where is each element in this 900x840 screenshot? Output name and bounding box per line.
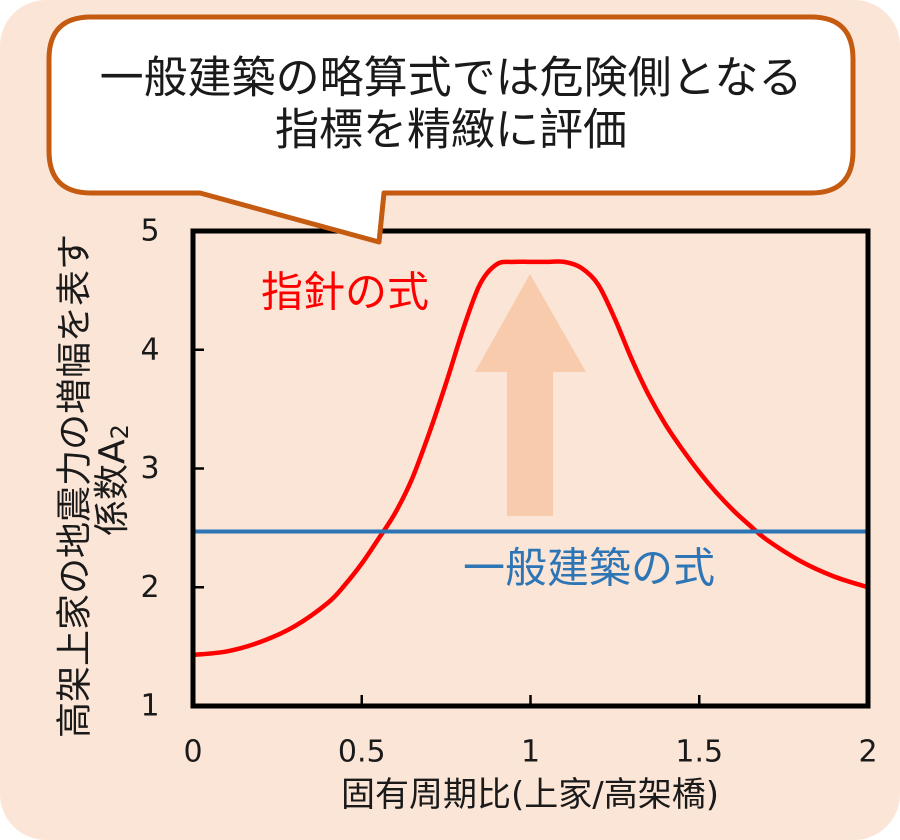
series-layer — [192, 259, 869, 658]
x-axis-title: 固有周期比(上家/高架橋) — [341, 775, 719, 815]
axis-ticks — [193, 348, 701, 706]
callout-line1: 一般建築の略算式では危険側となる — [100, 53, 803, 104]
callout-line2: 指標を精緻に評価 — [275, 105, 627, 156]
y-tick-label: 2 — [140, 570, 159, 605]
y-axis-title-line2: 係数A2 — [92, 424, 135, 536]
callout-shape — [46, 14, 856, 245]
x-tick-label: 1 — [521, 735, 540, 770]
series-line-1 — [192, 259, 869, 658]
y-tick-label: 3 — [140, 451, 159, 486]
x-axis-tick-labels: 0 0.5 1 1.5 2 — [183, 735, 877, 770]
x-tick-label: 0.5 — [338, 735, 386, 770]
series-label-guideline-formula: 指針の式 — [261, 268, 429, 317]
x-tick-label: 0 — [183, 735, 202, 770]
x-tick-label: 2 — [858, 735, 877, 770]
x-tick-label: 1.5 — [675, 735, 723, 770]
callout-bubble: 一般建築の略算式では危険側となる 指標を精緻に評価 — [46, 14, 856, 245]
y-axis-title-line1: 高架上家の地震力の増幅を表す — [55, 234, 96, 738]
y-tick-label: 1 — [140, 689, 159, 724]
up-arrow-icon — [475, 274, 586, 516]
y-axis-title: 高架上家の地震力の増幅を表す 係数A2 — [55, 234, 135, 738]
y-axis-tick-labels: 1 2 3 4 5 — [140, 214, 159, 724]
y-tick-label: 5 — [140, 214, 159, 249]
y-tick-label: 4 — [140, 332, 159, 367]
y-axis-title-symbol: 係数A — [92, 439, 133, 536]
series-label-general-building-formula: 一般建築の式 — [463, 544, 715, 593]
y-axis-title-subscript: 2 — [106, 424, 134, 439]
